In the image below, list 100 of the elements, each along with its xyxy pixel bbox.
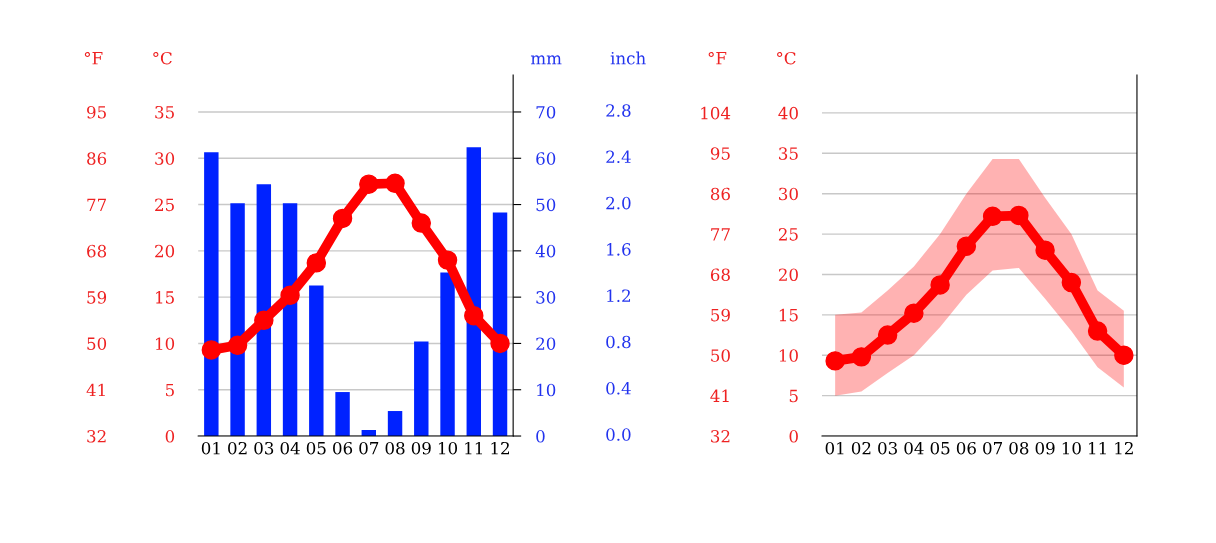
point xyxy=(877,325,898,345)
point xyxy=(280,285,300,306)
point xyxy=(956,236,977,256)
y2-tick-label: 40 xyxy=(535,244,556,258)
point xyxy=(359,174,379,194)
x-tick-label: 06 xyxy=(956,441,976,455)
y3-tick-label: 32 xyxy=(711,429,730,443)
y3-tick-label: 95 xyxy=(710,147,730,160)
y3-tick-label: 86 xyxy=(710,187,730,201)
y2-tick-label: 30 xyxy=(536,291,556,304)
y-tick-label: 15 xyxy=(156,291,174,304)
text: 2.0 xyxy=(606,196,631,210)
x-tick-label: 07 xyxy=(983,441,1003,455)
y-tick-label: 20 xyxy=(155,244,175,258)
y-tick-label: 30 xyxy=(155,152,175,165)
y-tick-label: 40 xyxy=(778,106,798,120)
y3-tick-label: 68 xyxy=(87,244,107,258)
point xyxy=(201,340,222,360)
point xyxy=(411,213,432,233)
x-tick-label: 08 xyxy=(385,441,405,455)
y2-tick-label: 0 xyxy=(536,429,545,443)
x-tick-label: 11 xyxy=(1089,441,1106,455)
bar xyxy=(414,341,429,437)
point xyxy=(254,310,274,331)
y2-tick-label: 20 xyxy=(536,337,556,351)
text: 1.2 xyxy=(607,289,631,302)
y3-tick-label: 77 xyxy=(87,198,106,211)
y3-tick-label: 50 xyxy=(711,349,730,362)
y3-tick-label: 50 xyxy=(87,337,107,351)
y-tick-label: 25 xyxy=(778,228,798,241)
x-tick-label: 01 xyxy=(201,441,220,455)
x-tick-label: 10 xyxy=(1062,441,1081,455)
text: 0.0 xyxy=(606,428,631,441)
y3-tick-label: 86 xyxy=(87,152,107,165)
x-tick-label: 09 xyxy=(1035,441,1055,455)
bar xyxy=(230,203,245,437)
point xyxy=(1087,321,1108,341)
y3-axis-title: °F xyxy=(84,51,103,65)
y-tick-label: 30 xyxy=(779,187,798,201)
y-tick-label: 0 xyxy=(165,429,175,443)
y3-tick-label: 104 xyxy=(701,106,731,120)
point xyxy=(385,173,405,193)
text: 0.8 xyxy=(606,335,631,349)
y-tick-label: 5 xyxy=(789,389,798,403)
text: 0.4 xyxy=(606,381,631,395)
x-tick-label: 04 xyxy=(280,441,300,455)
bar xyxy=(440,272,455,437)
y-tick-label: 0 xyxy=(789,429,798,443)
y-axis-title: °C xyxy=(777,51,796,65)
point xyxy=(1035,240,1055,260)
x-tick-label: 11 xyxy=(465,441,483,455)
y2-tick-label: 10 xyxy=(537,383,556,397)
y3-tick-label: 59 xyxy=(87,291,107,304)
point xyxy=(1114,345,1134,365)
y3-tick-label: 77 xyxy=(711,228,730,241)
y-tick-label: 15 xyxy=(779,308,798,322)
point xyxy=(332,208,353,229)
y-tick-label: 10 xyxy=(779,349,798,362)
point xyxy=(851,347,872,367)
point xyxy=(490,333,510,354)
y-tick-label: 20 xyxy=(778,268,798,282)
bar xyxy=(204,152,219,437)
y3-axis-title: °F xyxy=(708,51,727,65)
point xyxy=(227,335,248,356)
point xyxy=(1009,205,1029,226)
x-tick-label: 05 xyxy=(930,441,950,455)
point xyxy=(1061,272,1082,293)
y3-tick-label: 41 xyxy=(86,383,105,397)
x-tick-label: 01 xyxy=(825,441,844,455)
y2-axis-title: mm xyxy=(530,55,562,65)
x-tick-label: 10 xyxy=(438,441,458,455)
x-tick-label: 09 xyxy=(411,441,431,455)
x-tick-label: 03 xyxy=(878,441,897,455)
x-tick-label: 05 xyxy=(306,441,326,455)
text: 2.4 xyxy=(606,150,631,164)
point xyxy=(437,250,458,270)
y-tick-label: 25 xyxy=(155,198,174,212)
x-tick-label: 02 xyxy=(228,441,247,455)
x-tick-label: 07 xyxy=(359,441,379,455)
text: 2.8 xyxy=(606,104,631,117)
x-tick-label: 03 xyxy=(254,441,274,455)
text: 1.6 xyxy=(607,243,631,256)
y-tick-label: 5 xyxy=(166,383,174,397)
x-tick-label: 06 xyxy=(333,441,353,455)
text: inch xyxy=(610,51,646,65)
bar xyxy=(335,392,350,437)
x-tick-label: 04 xyxy=(904,441,924,455)
point xyxy=(904,303,924,323)
y-axis-title: °C xyxy=(153,51,172,65)
y2-tick-label: 70 xyxy=(536,105,556,119)
y3-tick-label: 95 xyxy=(87,105,106,119)
y3-tick-label: 68 xyxy=(710,268,730,282)
y2-tick-label: 50 xyxy=(536,198,556,212)
x-tick-label: 12 xyxy=(1115,441,1133,455)
y3-tick-label: 32 xyxy=(87,429,106,443)
y2-tick-label: 60 xyxy=(536,152,556,165)
bar xyxy=(309,285,324,437)
x-tick-label: 12 xyxy=(491,441,509,455)
y3-tick-label: 41 xyxy=(710,389,729,402)
point xyxy=(930,275,950,295)
